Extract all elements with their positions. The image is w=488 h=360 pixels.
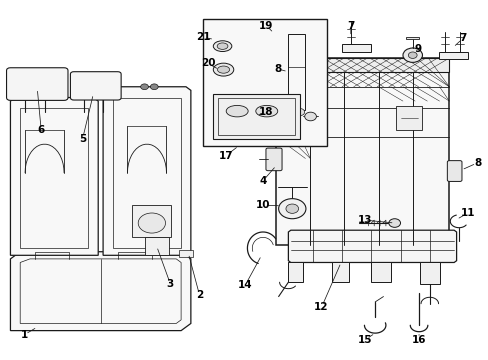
- Circle shape: [388, 219, 400, 227]
- Polygon shape: [406, 37, 418, 40]
- Text: 17: 17: [218, 150, 233, 161]
- Text: 10: 10: [255, 200, 270, 210]
- Polygon shape: [331, 262, 348, 282]
- Polygon shape: [212, 94, 299, 139]
- Text: 19: 19: [259, 21, 273, 31]
- Polygon shape: [178, 250, 193, 257]
- Text: 15: 15: [357, 334, 372, 345]
- Text: 1: 1: [20, 330, 28, 340]
- Polygon shape: [276, 58, 448, 244]
- Bar: [203, 19, 327, 146]
- Circle shape: [138, 213, 165, 233]
- Polygon shape: [395, 107, 422, 130]
- Text: 13: 13: [357, 215, 372, 225]
- FancyBboxPatch shape: [6, 68, 68, 100]
- Ellipse shape: [217, 43, 227, 49]
- Circle shape: [407, 52, 416, 58]
- FancyBboxPatch shape: [70, 72, 121, 100]
- Text: 11: 11: [460, 208, 474, 218]
- Ellipse shape: [217, 66, 229, 73]
- Text: 21: 21: [195, 32, 210, 42]
- Circle shape: [141, 84, 148, 90]
- Text: 9: 9: [413, 44, 420, 54]
- FancyBboxPatch shape: [265, 148, 282, 171]
- Polygon shape: [288, 262, 303, 282]
- Text: 2: 2: [196, 291, 203, 301]
- Polygon shape: [288, 230, 456, 262]
- Polygon shape: [370, 262, 390, 282]
- Circle shape: [150, 84, 158, 90]
- Circle shape: [304, 112, 316, 121]
- Text: 18: 18: [259, 107, 273, 117]
- Ellipse shape: [213, 41, 231, 51]
- Text: 3: 3: [166, 279, 174, 289]
- Text: 8: 8: [473, 158, 480, 168]
- Polygon shape: [341, 44, 370, 51]
- Text: 20: 20: [200, 58, 215, 68]
- Text: 8: 8: [273, 64, 281, 74]
- Polygon shape: [276, 58, 448, 72]
- Circle shape: [285, 204, 298, 213]
- Polygon shape: [419, 262, 439, 284]
- Polygon shape: [10, 98, 98, 255]
- Circle shape: [294, 108, 304, 116]
- FancyBboxPatch shape: [447, 161, 461, 181]
- Circle shape: [278, 199, 305, 219]
- Polygon shape: [438, 51, 467, 59]
- Text: 6: 6: [38, 125, 45, 135]
- Ellipse shape: [255, 105, 277, 117]
- Circle shape: [286, 108, 296, 116]
- Text: 4: 4: [259, 176, 266, 186]
- Polygon shape: [132, 205, 171, 237]
- Polygon shape: [290, 94, 320, 119]
- Text: 16: 16: [411, 334, 426, 345]
- Polygon shape: [282, 72, 293, 86]
- Text: 14: 14: [238, 280, 252, 290]
- Polygon shape: [103, 87, 190, 255]
- Ellipse shape: [226, 105, 247, 117]
- Polygon shape: [144, 237, 168, 255]
- Circle shape: [402, 48, 422, 62]
- Polygon shape: [10, 252, 190, 330]
- Text: 5: 5: [79, 134, 86, 144]
- Ellipse shape: [213, 63, 233, 76]
- Text: 7: 7: [346, 21, 354, 31]
- Text: 7: 7: [458, 33, 466, 43]
- Text: 12: 12: [314, 302, 328, 312]
